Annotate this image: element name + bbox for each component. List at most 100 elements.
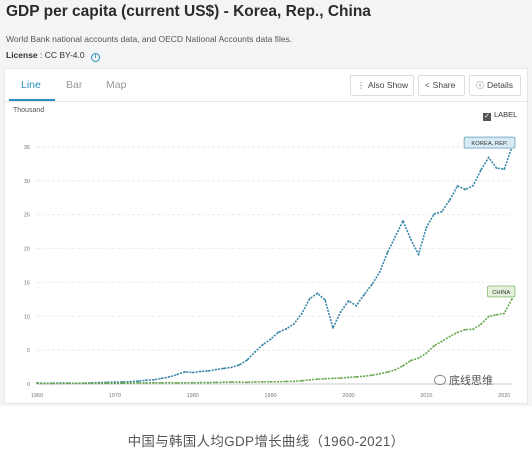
data-point-korea-rep — [448, 199, 451, 201]
x-tick-label: 2000 — [342, 393, 354, 399]
data-point-china — [472, 328, 474, 331]
watermark: 底线思维 — [434, 372, 493, 388]
license-label: License — [6, 50, 38, 60]
data-point-korea-rep — [261, 343, 264, 346]
data-point-korea-rep — [378, 271, 381, 274]
data-point-china — [191, 381, 194, 384]
x-tick-label: 2010 — [420, 393, 432, 399]
data-point-china — [503, 312, 506, 315]
data-point-korea-rep — [386, 251, 389, 254]
label-toggle[interactable]: ✓ LABEL — [483, 110, 517, 121]
series-label-korea-rep: KOREA, REP. — [463, 136, 516, 149]
data-point-china — [332, 377, 334, 380]
data-point-korea-rep — [394, 235, 397, 238]
data-point-china — [230, 381, 233, 383]
data-point-korea-rep — [355, 304, 358, 307]
data-point-china — [184, 381, 186, 384]
data-point-korea-rep — [425, 226, 428, 229]
world-bank-screenshot: GDP per capita (current US$) - Korea, Re… — [0, 0, 532, 406]
gdp-line-chart: 0 5 10 15 20 25 30 35 1960 1970 1980 1990 2000 2010 20… — [24, 136, 516, 399]
wechat-icon — [434, 375, 446, 385]
data-point-korea-rep — [464, 188, 467, 191]
data-point-korea-rep — [316, 292, 319, 295]
data-point-china — [98, 382, 101, 385]
series-label-box — [487, 285, 516, 298]
series-label-box — [463, 136, 516, 149]
license-value: : CC BY-4.0 — [40, 50, 85, 60]
data-point-china — [386, 371, 389, 374]
data-point-korea-rep — [246, 359, 249, 361]
figure-caption: 中国与韩国人均GDP增长曲线（1960-2021） — [127, 434, 405, 449]
checkbox-icon[interactable]: ✓ — [483, 113, 491, 121]
data-point-china — [113, 382, 116, 385]
data-point-china — [59, 382, 62, 385]
data-point-china — [285, 380, 288, 383]
data-point-korea-rep — [215, 368, 217, 371]
info-icon[interactable]: i — [90, 53, 100, 62]
data-point-korea-rep — [456, 185, 459, 187]
data-point-korea-rep — [137, 380, 140, 383]
series-label-text: CHINA — [492, 290, 510, 296]
share-button[interactable]: < Share — [418, 75, 465, 96]
active-tab-indicator — [9, 99, 55, 101]
data-point-korea-rep — [277, 331, 280, 334]
x-tick-label: 1970 — [109, 393, 121, 399]
y-unit-label: Thousand — [13, 107, 45, 114]
data-point-china — [67, 382, 70, 385]
data-point-china — [207, 381, 210, 384]
data-point-china — [269, 380, 272, 383]
data-point-china — [106, 382, 108, 385]
data-point-china — [137, 382, 140, 384]
data-point-korea-rep — [433, 213, 436, 215]
data-point-china — [246, 381, 249, 384]
data-point-korea-rep — [285, 328, 288, 330]
license-line: License : CC BY-4.0 i — [6, 50, 100, 62]
data-point-china — [324, 377, 327, 380]
data-point-korea-rep — [207, 369, 210, 372]
data-point-korea-rep — [409, 238, 412, 241]
data-point-china — [261, 381, 264, 383]
source-note: World Bank national accounts data, and O… — [6, 34, 293, 44]
y-tick-label: 15 — [24, 280, 30, 286]
also-show-button[interactable]: ⋮ Also Show — [350, 75, 414, 96]
data-point-korea-rep — [503, 168, 506, 171]
data-point-korea-rep — [160, 377, 163, 380]
data-point-china — [511, 298, 513, 300]
x-tick-label: 1980 — [187, 393, 199, 399]
data-point-china — [402, 364, 404, 367]
x-tick-label: 2020 — [498, 393, 510, 399]
data-point-korea-rep — [254, 350, 256, 353]
y-tick-label: 10 — [24, 314, 30, 320]
data-point-korea-rep — [230, 366, 233, 369]
data-point-china — [308, 378, 311, 381]
data-point-china — [145, 382, 147, 384]
x-tick-label: 1960 — [31, 393, 43, 399]
data-point-china — [36, 382, 38, 385]
data-point-korea-rep — [495, 167, 498, 169]
data-point-china — [370, 374, 373, 377]
data-point-korea-rep — [168, 375, 171, 378]
tab-bar[interactable]: Bar — [66, 79, 83, 91]
data-point-china — [425, 352, 428, 355]
y-tick-label: 20 — [24, 247, 30, 253]
data-point-china — [316, 378, 319, 381]
data-point-korea-rep — [238, 363, 241, 366]
series-line-korea-rep — [36, 146, 513, 385]
tab-line[interactable]: Line — [21, 79, 41, 91]
vertical-dots-icon: ⋮ — [357, 81, 365, 90]
details-button[interactable]: ⓘ Details — [469, 75, 521, 96]
data-point-china — [417, 357, 420, 359]
label-toggle-text: LABEL — [494, 110, 518, 119]
data-point-china — [347, 376, 350, 379]
share-icon: < — [425, 81, 430, 90]
data-point-china — [238, 381, 241, 384]
data-point-china — [487, 315, 490, 318]
data-point-korea-rep — [199, 370, 202, 373]
data-point-china — [222, 381, 225, 384]
data-point-china — [168, 381, 171, 384]
data-point-korea-rep — [417, 253, 420, 256]
details-label: Details — [487, 80, 513, 90]
info-circle-icon: ⓘ — [476, 81, 484, 90]
tab-map[interactable]: Map — [106, 79, 127, 91]
data-point-china — [215, 381, 217, 384]
